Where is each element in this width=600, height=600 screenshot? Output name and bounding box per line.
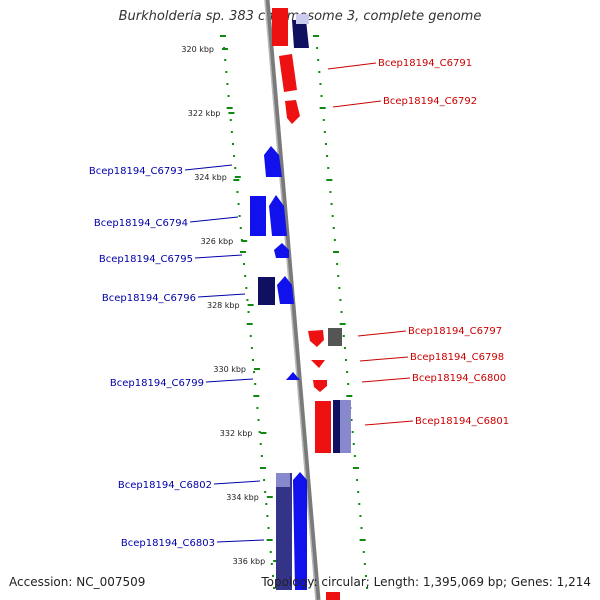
gene-feature-c6794b[interactable] (269, 195, 287, 236)
gene-feature-c6801a[interactable] (315, 401, 331, 453)
topology-text: Topology: circular; Length: 1,395,069 bp… (261, 575, 591, 589)
gene-feature[interactable] (326, 592, 340, 600)
gene-label-bcep18194-c6799[interactable]: Bcep18194_C6799 (110, 378, 204, 389)
gene-feature-c6801c[interactable] (340, 400, 351, 453)
gene-label-bcep18194-c6797[interactable]: Bcep18194_C6797 (408, 326, 502, 337)
gene-leader-line (357, 330, 407, 337)
gene-feature-c6802[interactable] (276, 473, 292, 590)
gene-leader-line (364, 420, 414, 426)
gene-leader-line (197, 293, 246, 298)
axis-tick-label: 334 kbp (226, 493, 259, 502)
accession-text: Accession: NC_007509 (9, 575, 146, 589)
gene-feature-highlight (276, 473, 290, 487)
axis-tick-label: 324 kbp (194, 173, 227, 182)
axis-tick-label: 328 kbp (207, 301, 240, 310)
gene-label-bcep18194-c6798[interactable]: Bcep18194_C6798 (410, 352, 504, 363)
gene-leader-line (359, 356, 409, 362)
gene-feature-c6797-other[interactable] (328, 328, 342, 346)
gene-feature-c6795[interactable] (274, 243, 289, 258)
axis-tick-label: 330 kbp (213, 365, 246, 374)
gene-leader-line (184, 164, 233, 171)
gene-feature-c6798[interactable] (311, 360, 325, 368)
gene-feature-c6799[interactable] (286, 372, 300, 380)
gene-feature-highlight (296, 14, 309, 24)
axis-tick-label: 320 kbp (181, 45, 214, 54)
gene-label-bcep18194-c6795[interactable]: Bcep18194_C6795 (99, 254, 193, 265)
gene-leader-line (361, 377, 411, 383)
gene-label-bcep18194-c6800[interactable]: Bcep18194_C6800 (412, 373, 506, 384)
gene-label-bcep18194-c6793[interactable]: Bcep18194_C6793 (89, 166, 183, 177)
axis-tick-label: 332 kbp (220, 429, 253, 438)
gene-features (250, 8, 351, 600)
gene-leader-line (216, 539, 265, 543)
gene-feature-c6797[interactable] (308, 330, 324, 347)
gene-label-bcep18194-c6801[interactable]: Bcep18194_C6801 (415, 416, 509, 427)
gene-leader-line (194, 254, 243, 259)
gene-label-bcep18194-c6803[interactable]: Bcep18194_C6803 (121, 538, 215, 549)
gene-label-bcep18194-c6792[interactable]: Bcep18194_C6792 (383, 96, 477, 107)
gene-label-bcep18194-c6796[interactable]: Bcep18194_C6796 (102, 293, 196, 304)
gene-feature-c6803-body (296, 488, 305, 588)
gene-feature-c6801b[interactable] (333, 400, 340, 453)
gene-leader-line (327, 62, 377, 70)
gene-feature-c6794a[interactable] (250, 196, 266, 236)
gene-feature-c6791[interactable] (279, 54, 297, 92)
gene-feature-c6796b[interactable] (277, 276, 294, 304)
gene-label-group: Bcep18194_C6791 Bcep18194_C6792 Bcep18194_… (89, 58, 509, 549)
gene-leader-line (205, 378, 254, 383)
gene-feature-c6792[interactable] (285, 100, 300, 124)
gene-label-bcep18194-c6802[interactable]: Bcep18194_C6802 (118, 480, 212, 491)
gene-feature-c6793[interactable] (264, 146, 282, 177)
kbp-axis: 320 kbp 322 kbp 324 kbp 326 kbp 328 kbp 330 k… (181, 45, 280, 566)
gene-label-bcep18194-c6791[interactable]: Bcep18194_C6791 (378, 58, 472, 69)
axis-tick-label: 336 kbp (233, 557, 266, 566)
axis-tick-label: 326 kbp (201, 237, 234, 246)
gene-feature[interactable] (272, 8, 288, 46)
gene-leader-line (189, 216, 239, 223)
gene-feature[interactable] (292, 20, 309, 48)
gene-feature-c6800[interactable] (313, 380, 327, 392)
gene-leader-line (332, 100, 382, 108)
axis-tick-label: 322 kbp (188, 109, 221, 118)
gene-label-bcep18194-c6794[interactable]: Bcep18194_C6794 (94, 218, 188, 229)
gene-feature-c6796a[interactable] (258, 277, 275, 305)
gene-leader-line (213, 480, 261, 485)
